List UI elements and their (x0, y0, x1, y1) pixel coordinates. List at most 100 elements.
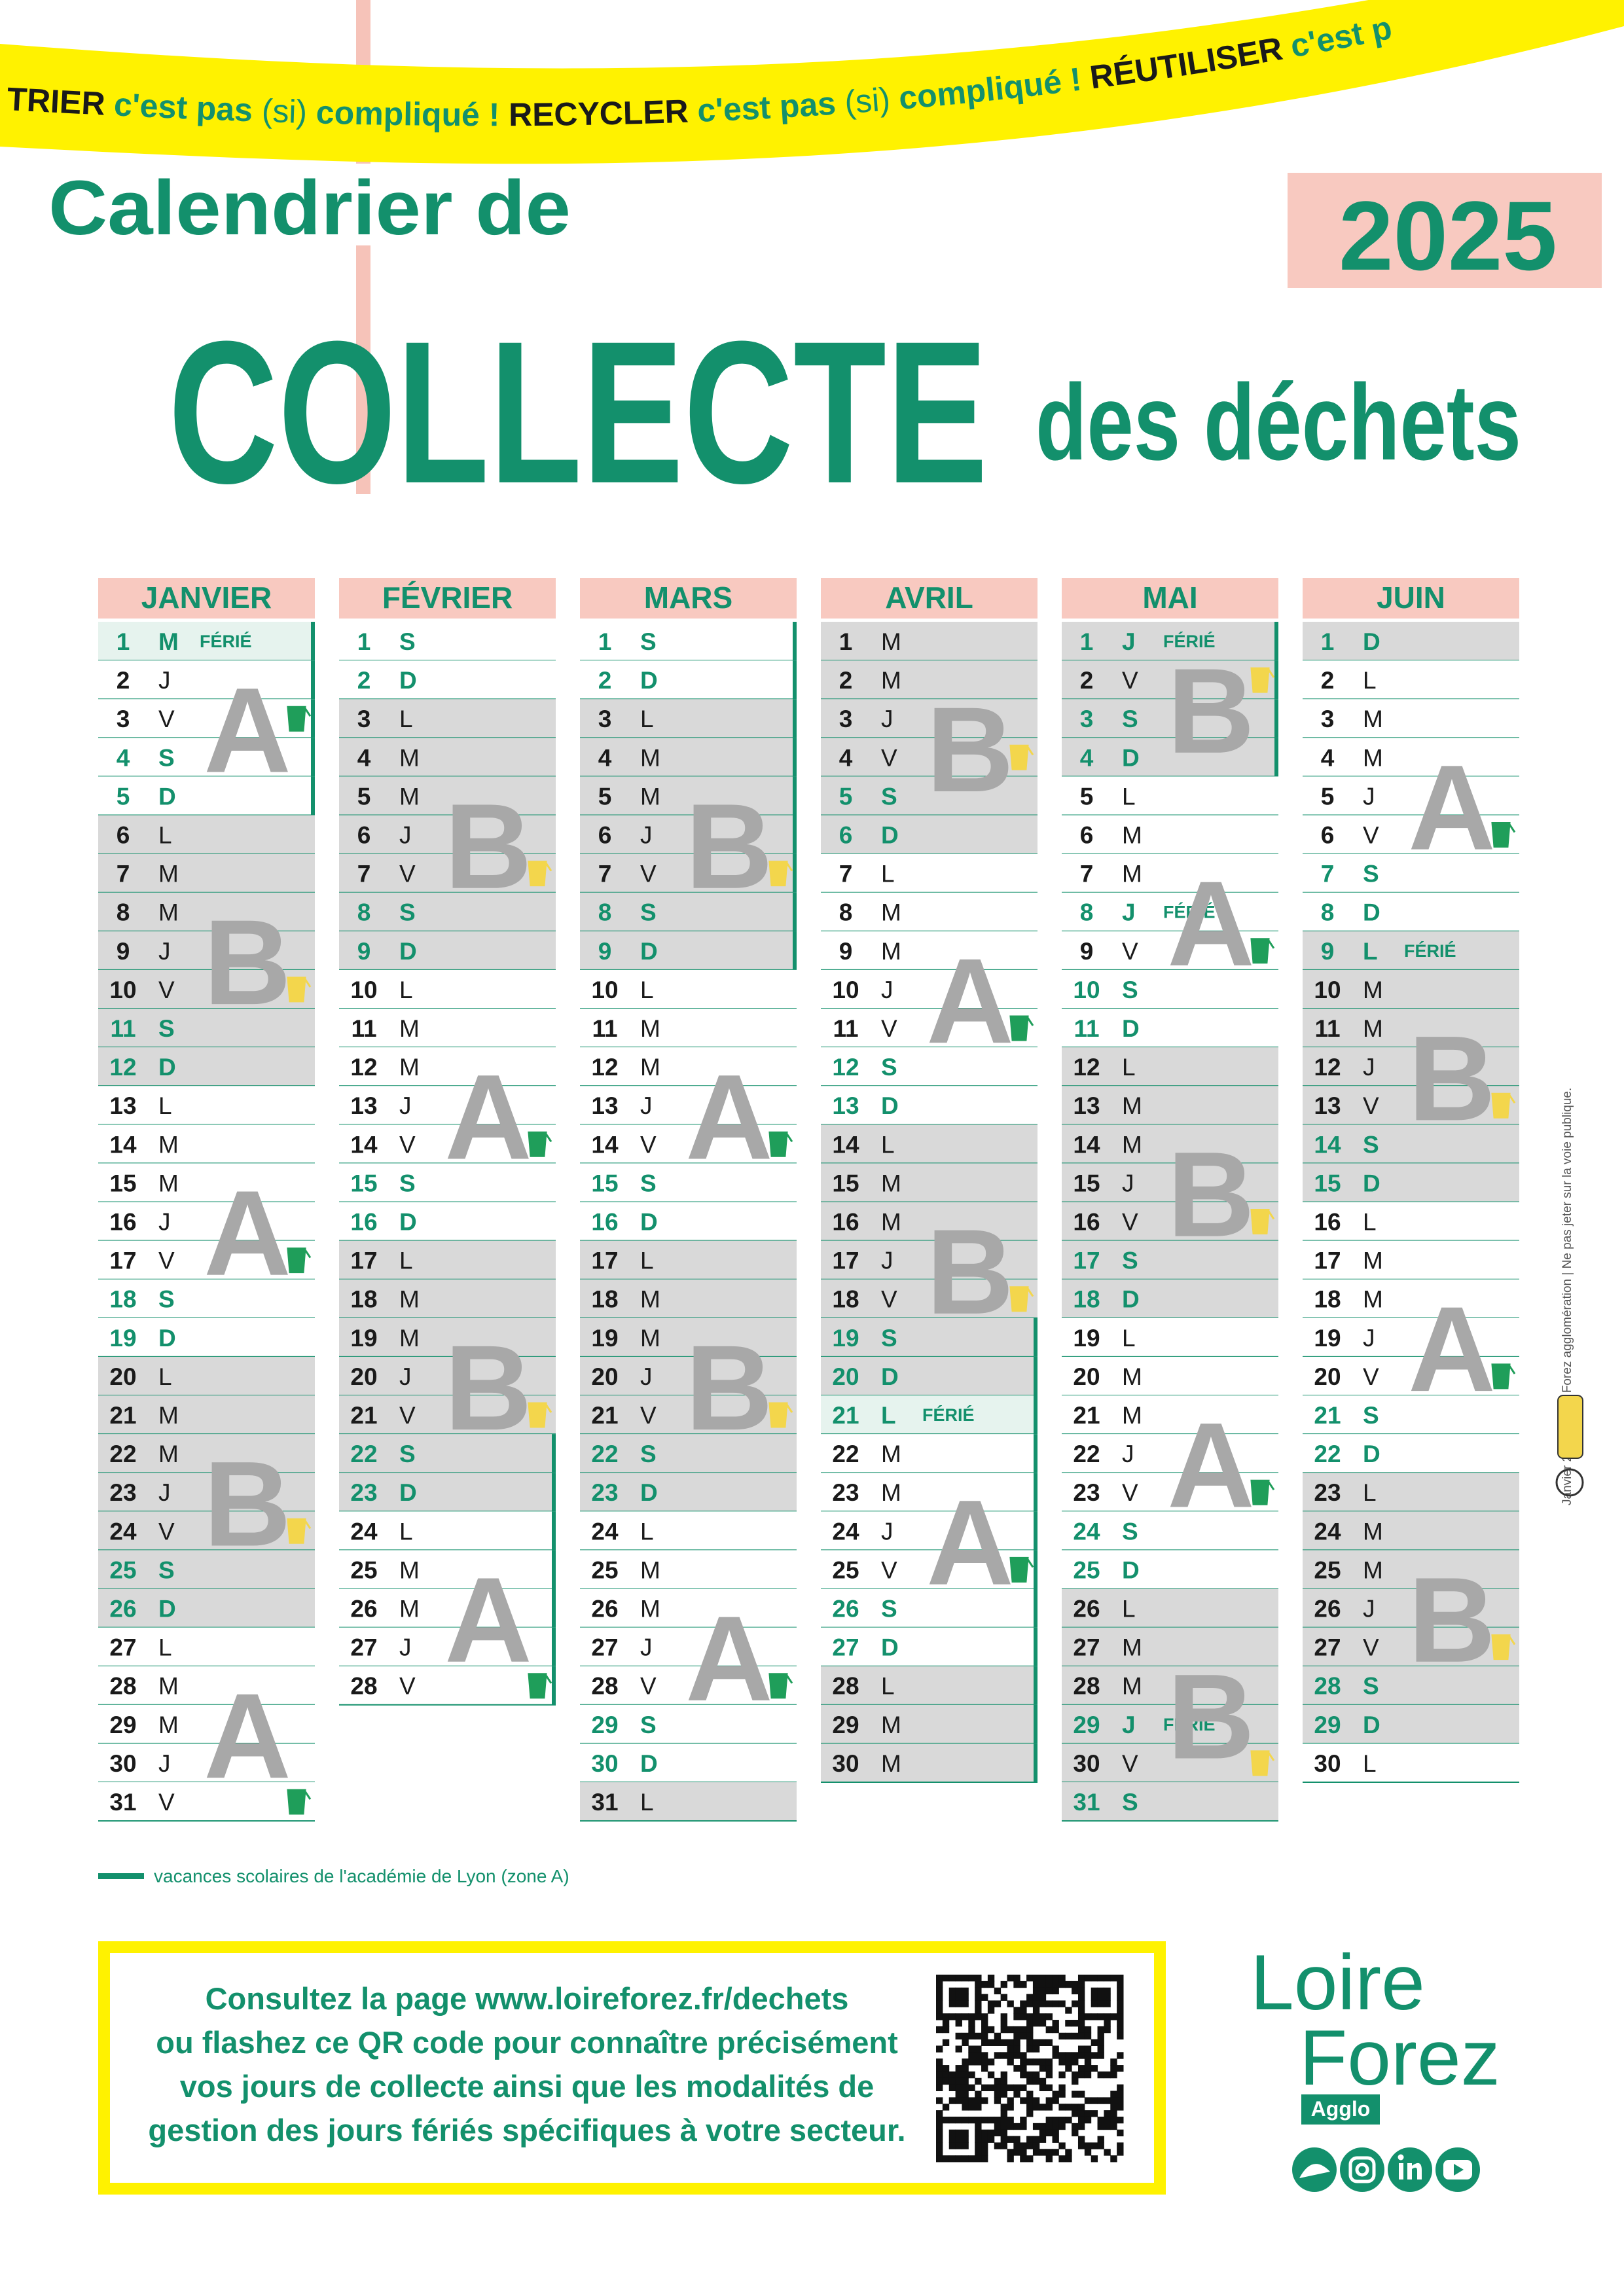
info-line: vos jours de collecte ainsi que les moda… (180, 2069, 874, 2104)
day-letter: L (640, 706, 654, 732)
qr-module (1058, 2104, 1066, 2111)
holiday-label: FÉRIÉ (922, 1405, 975, 1425)
day-row (580, 1627, 797, 1666)
day-number: 15 (1314, 1170, 1341, 1196)
day-number: 8 (1321, 899, 1335, 926)
qr-module (1091, 2110, 1098, 2117)
day-letter: S (1122, 1247, 1138, 1274)
day-number: 26 (832, 1596, 859, 1623)
qr-module (1039, 2013, 1047, 2020)
qr-module (948, 2142, 956, 2149)
qr-module (1020, 2026, 1027, 2034)
qr-module (1052, 2000, 1059, 2007)
qr-module (1072, 2071, 1079, 2079)
qr-module (1058, 2142, 1066, 2149)
qr-module (1117, 1987, 1124, 1995)
day-number: 27 (832, 1634, 859, 1661)
day-row (339, 1279, 556, 1318)
qr-module (975, 2136, 982, 2143)
holiday-label: FÉRIÉ (200, 631, 252, 651)
day-letter: M (399, 1325, 420, 1352)
bin-icon (528, 1402, 552, 1428)
day-letter: L (1363, 1209, 1377, 1236)
qr-module (981, 1981, 988, 1988)
qr-module (1039, 2065, 1047, 2072)
qr-module (1045, 2026, 1053, 2034)
qr-module (955, 2116, 962, 2124)
day-letter: V (1122, 1209, 1138, 1236)
qr-code (936, 1975, 1124, 2162)
day-number: 9 (357, 938, 371, 965)
day-number: 22 (350, 1441, 377, 1467)
qr-module (994, 2129, 1001, 2137)
qr-module (1072, 1987, 1079, 1995)
bin-icon (287, 706, 312, 732)
qr-module (1072, 2000, 1079, 2007)
day-number: 20 (109, 1363, 136, 1390)
qr-module (1091, 2052, 1098, 2059)
day-letter: J (881, 1247, 893, 1274)
holiday-label: FÉRIÉ (1404, 941, 1456, 961)
day-letter: S (158, 1286, 175, 1313)
day-letter: D (1122, 744, 1140, 771)
day-number: 31 (591, 1789, 618, 1816)
day-letter: L (399, 706, 413, 732)
day-number: 27 (109, 1634, 136, 1661)
qr-module (1058, 2116, 1066, 2124)
qr-module (1052, 2026, 1059, 2034)
day-number: 23 (1073, 1479, 1100, 1506)
day-letter: D (881, 1092, 899, 1119)
day-row (1303, 1395, 1519, 1435)
day-row (821, 1704, 1038, 1744)
bin-icon (768, 1673, 793, 1699)
qr-module (1026, 2039, 1034, 2046)
day-letter: J (881, 706, 893, 732)
month-name: MARS (644, 581, 732, 615)
qr-module (1097, 1975, 1104, 1982)
qr-module (1020, 1981, 1027, 1988)
qr-module (1052, 2052, 1059, 2059)
collection-letter: B (1167, 1650, 1255, 1785)
qr-module (1084, 2045, 1092, 2053)
day-row (821, 1473, 1038, 1512)
collection-letter: A (1408, 741, 1496, 876)
day-letter: L (158, 1634, 172, 1661)
qr-module (936, 2071, 943, 2079)
qr-module (1020, 2071, 1027, 2079)
day-row (98, 1588, 315, 1628)
recycle-icon (1555, 1468, 1584, 1497)
qr-module (942, 1975, 950, 1982)
day-letter: S (399, 628, 416, 655)
day-number: 14 (350, 1131, 378, 1158)
qr-module (1091, 2013, 1098, 2020)
qr-module (1077, 1981, 1085, 1988)
qr-module (1084, 2110, 1092, 2117)
day-number: 11 (110, 1015, 135, 1042)
day-row (339, 1395, 556, 1435)
day-letter: M (399, 1556, 420, 1583)
qr-module (968, 2058, 975, 2066)
day-row (339, 622, 556, 661)
day-row (1303, 1202, 1519, 1241)
qr-module (1104, 2026, 1111, 2034)
qr-module (1032, 2045, 1040, 2053)
qr-module (1058, 1981, 1066, 1988)
day-row (580, 1356, 797, 1395)
day-letter: J (1122, 1712, 1136, 1738)
qr-module (962, 2097, 969, 2104)
day-row (580, 1511, 797, 1551)
bin-icon (1250, 1479, 1275, 1505)
qr-module (1052, 2116, 1059, 2124)
qr-module (975, 2032, 982, 2040)
qr-module (975, 1975, 982, 1982)
bin-icon (1491, 822, 1516, 848)
day-number: 7 (1321, 861, 1335, 888)
qr-module (1045, 1981, 1053, 1988)
qr-module (975, 2052, 982, 2059)
day-row (98, 1047, 315, 1086)
day-number: 30 (1073, 1750, 1100, 1777)
day-letter: S (1122, 706, 1138, 732)
qr-module (1110, 2013, 1117, 2020)
day-number: 21 (832, 1402, 859, 1429)
